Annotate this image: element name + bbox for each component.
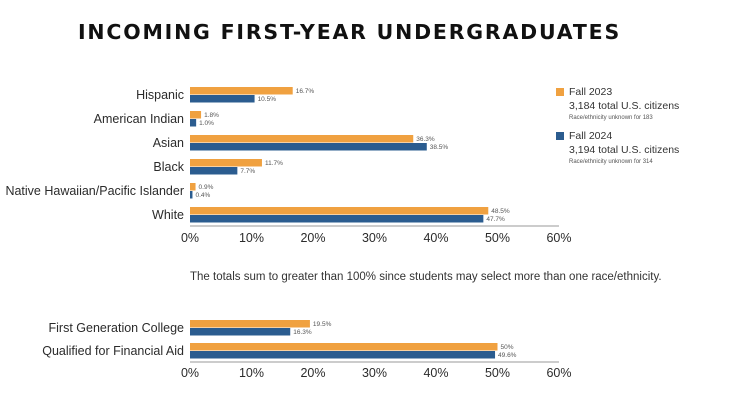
bar-fall-2024-native-hawaiian-pacific-islander xyxy=(190,191,193,199)
bar-fall-2023-black xyxy=(190,159,262,167)
bar-fall-2024-black xyxy=(190,167,238,175)
bar-fall-2023-hispanic xyxy=(190,87,293,95)
bar-fall-2023-native-hawaiian-pacific-islander xyxy=(190,183,196,191)
x-tick-label: 40% xyxy=(423,231,448,245)
data-label: 0.9% xyxy=(199,184,214,191)
data-label: 49.6% xyxy=(498,352,517,359)
x-tick-label: 40% xyxy=(423,366,448,380)
x-tick-label: 10% xyxy=(239,366,264,380)
data-label: 0.4% xyxy=(195,192,210,199)
data-label: 36.3% xyxy=(416,136,435,143)
category-label: Native Hawaiian/Pacific Islander xyxy=(5,184,184,198)
bar-fall-2024-hispanic xyxy=(190,95,255,103)
x-tick-label: 60% xyxy=(546,231,571,245)
chart-note: The totals sum to greater than 100% sinc… xyxy=(190,271,662,283)
bar-fall-2023-white xyxy=(190,207,489,215)
data-label: 16.7% xyxy=(296,88,315,95)
category-label: American Indian xyxy=(94,112,184,126)
bar-fall-2024-first-generation-college xyxy=(190,328,291,336)
x-tick-label: 60% xyxy=(546,366,571,380)
legend-name: Fall 2024 xyxy=(569,130,613,142)
legend-swatch-fall-2024 xyxy=(556,132,564,140)
data-label: 19.5% xyxy=(313,321,332,328)
data-label: 47.7% xyxy=(486,216,505,223)
legend-total: 3,194 total U.S. citizens xyxy=(569,144,680,156)
category-label: Asian xyxy=(153,136,184,150)
x-tick-label: 0% xyxy=(181,366,199,380)
data-label: 16.3% xyxy=(293,329,312,336)
bar-fall-2024-american-indian xyxy=(190,119,197,127)
data-label: 38.5% xyxy=(430,144,449,151)
x-tick-label: 10% xyxy=(239,231,264,245)
x-tick-label: 30% xyxy=(362,231,387,245)
category-label: Qualified for Financial Aid xyxy=(42,344,184,358)
data-label: 7.7% xyxy=(240,168,255,175)
legend-name: Fall 2023 xyxy=(569,86,613,98)
bar-fall-2023-american-indian xyxy=(190,111,202,119)
bar-fall-2023-asian xyxy=(190,135,414,143)
bar-fall-2024-white xyxy=(190,215,484,223)
bar-fall-2024-qualified-for-financial-aid xyxy=(190,351,496,359)
data-label: 1.8% xyxy=(204,112,219,119)
x-tick-label: 0% xyxy=(181,231,199,245)
data-label: 1.0% xyxy=(199,120,214,127)
category-label: Hispanic xyxy=(136,88,184,102)
category-label: White xyxy=(152,208,184,222)
legend-unknown-note: Race/ethnicity unknown for 314 xyxy=(569,159,653,165)
chart-title: INCOMING FIRST-YEAR UNDERGRADUATES xyxy=(78,20,622,44)
category-label: Black xyxy=(153,160,184,174)
bar-fall-2023-qualified-for-financial-aid xyxy=(190,343,498,351)
bar-fall-2023-first-generation-college xyxy=(190,320,310,328)
category-label: First Generation College xyxy=(49,321,185,335)
legend-unknown-note: Race/ethnicity unknown for 183 xyxy=(569,115,653,121)
x-tick-label: 20% xyxy=(300,366,325,380)
data-label: 50% xyxy=(501,344,514,351)
legend-swatch-fall-2023 xyxy=(556,88,564,96)
x-tick-label: 50% xyxy=(485,231,510,245)
bar-fall-2024-asian xyxy=(190,143,427,151)
x-tick-label: 20% xyxy=(300,231,325,245)
data-label: 11.7% xyxy=(265,160,283,167)
legend-total: 3,184 total U.S. citizens xyxy=(569,100,680,112)
x-tick-label: 30% xyxy=(362,366,387,380)
x-tick-label: 50% xyxy=(485,366,510,380)
data-label: 10.5% xyxy=(258,96,277,103)
data-label: 48.5% xyxy=(491,208,510,215)
